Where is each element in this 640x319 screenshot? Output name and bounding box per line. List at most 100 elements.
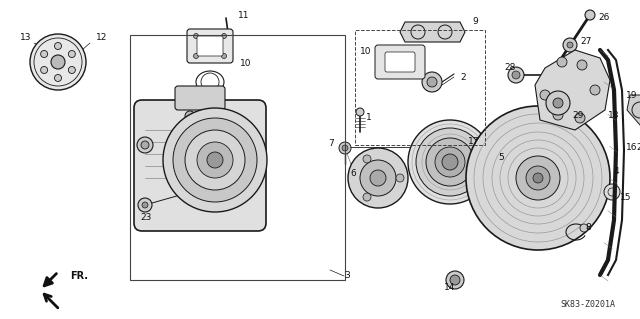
Circle shape — [163, 108, 267, 212]
Circle shape — [408, 120, 492, 204]
Circle shape — [30, 34, 86, 90]
Circle shape — [450, 275, 460, 285]
Text: 2: 2 — [460, 73, 466, 83]
Circle shape — [553, 110, 563, 120]
Text: 3: 3 — [344, 271, 349, 280]
Text: 12: 12 — [96, 33, 108, 41]
Circle shape — [141, 141, 149, 149]
Circle shape — [193, 54, 198, 58]
Circle shape — [577, 60, 587, 70]
Circle shape — [68, 50, 76, 57]
Circle shape — [223, 38, 231, 46]
Text: 10: 10 — [240, 60, 252, 69]
Text: 17: 17 — [468, 137, 479, 146]
Circle shape — [416, 128, 484, 196]
Circle shape — [512, 71, 520, 79]
Circle shape — [221, 54, 227, 58]
Circle shape — [138, 198, 152, 212]
Text: 8: 8 — [585, 224, 591, 233]
Text: 15: 15 — [620, 194, 632, 203]
Text: 6: 6 — [350, 168, 356, 177]
Circle shape — [363, 155, 371, 163]
Circle shape — [342, 145, 348, 151]
Circle shape — [142, 202, 148, 208]
Text: 24: 24 — [636, 144, 640, 152]
Text: 29: 29 — [572, 110, 584, 120]
Circle shape — [348, 148, 408, 208]
Circle shape — [363, 193, 371, 201]
Circle shape — [68, 66, 76, 73]
Circle shape — [546, 91, 570, 115]
Circle shape — [580, 224, 588, 232]
Circle shape — [41, 50, 47, 57]
Text: 7: 7 — [328, 138, 333, 147]
Circle shape — [221, 33, 227, 39]
Text: 9: 9 — [472, 18, 477, 26]
Circle shape — [526, 166, 550, 190]
Circle shape — [339, 142, 351, 154]
Polygon shape — [535, 50, 610, 130]
Text: 28: 28 — [504, 63, 515, 72]
Circle shape — [446, 271, 464, 289]
Circle shape — [590, 85, 600, 95]
Text: 27: 27 — [580, 38, 591, 47]
Circle shape — [137, 137, 153, 153]
Circle shape — [442, 154, 458, 170]
Circle shape — [356, 108, 364, 116]
Text: 1: 1 — [366, 114, 372, 122]
Text: 26: 26 — [598, 13, 609, 23]
Bar — [355, 30, 485, 145]
Circle shape — [466, 106, 610, 250]
Text: 14: 14 — [444, 283, 456, 292]
Circle shape — [197, 142, 233, 178]
FancyBboxPatch shape — [375, 45, 425, 79]
Circle shape — [422, 72, 442, 92]
Circle shape — [435, 147, 465, 177]
Circle shape — [185, 111, 195, 121]
Circle shape — [604, 184, 620, 200]
Circle shape — [427, 77, 437, 87]
Circle shape — [567, 42, 573, 48]
Circle shape — [516, 156, 560, 200]
FancyBboxPatch shape — [175, 86, 225, 110]
Text: 18: 18 — [608, 110, 620, 120]
Text: 19: 19 — [626, 91, 637, 100]
Polygon shape — [627, 95, 640, 125]
Circle shape — [207, 152, 223, 168]
Circle shape — [553, 98, 563, 108]
Text: 5: 5 — [498, 153, 504, 162]
Text: 10: 10 — [360, 48, 371, 56]
Bar — [130, 35, 345, 280]
FancyBboxPatch shape — [197, 36, 223, 56]
Circle shape — [54, 42, 61, 49]
Text: 13: 13 — [20, 33, 31, 42]
Circle shape — [205, 111, 215, 121]
Text: 11: 11 — [238, 11, 250, 20]
Circle shape — [426, 138, 474, 186]
FancyBboxPatch shape — [187, 29, 233, 63]
Circle shape — [575, 113, 585, 123]
Circle shape — [563, 38, 577, 52]
Text: SK83-Z0201A: SK83-Z0201A — [560, 300, 615, 309]
Circle shape — [508, 67, 524, 83]
Circle shape — [360, 160, 396, 196]
Circle shape — [533, 173, 543, 183]
Text: FR.: FR. — [70, 271, 88, 281]
Text: 4: 4 — [614, 167, 620, 176]
Circle shape — [54, 75, 61, 81]
Circle shape — [632, 102, 640, 118]
Circle shape — [396, 174, 404, 182]
Circle shape — [193, 33, 198, 39]
Circle shape — [185, 130, 245, 190]
Text: 16: 16 — [626, 144, 637, 152]
FancyBboxPatch shape — [134, 100, 266, 231]
Circle shape — [370, 170, 386, 186]
Polygon shape — [400, 22, 465, 42]
FancyBboxPatch shape — [385, 52, 415, 72]
Circle shape — [585, 10, 595, 20]
Circle shape — [173, 118, 257, 202]
Circle shape — [540, 90, 550, 100]
Circle shape — [51, 55, 65, 69]
Circle shape — [557, 57, 567, 67]
Circle shape — [41, 66, 47, 73]
